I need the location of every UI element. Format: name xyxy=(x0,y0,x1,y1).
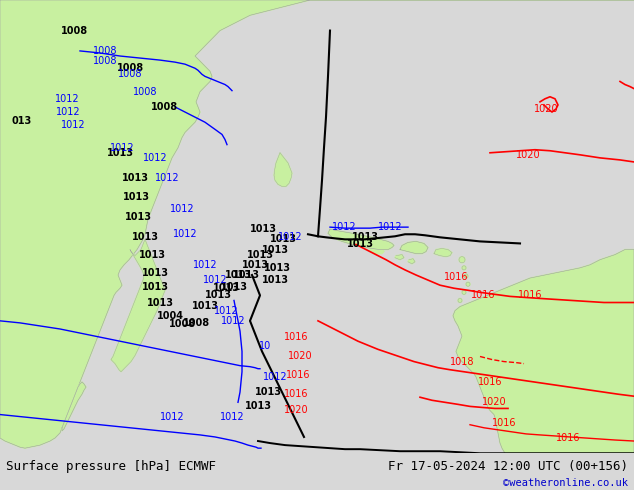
Text: 1012: 1012 xyxy=(170,204,194,214)
Polygon shape xyxy=(400,242,428,254)
Polygon shape xyxy=(408,259,415,264)
Text: 1020: 1020 xyxy=(288,351,313,362)
Text: 1013: 1013 xyxy=(250,224,276,234)
Circle shape xyxy=(462,290,466,294)
Text: 1012: 1012 xyxy=(172,229,197,239)
Text: 1018: 1018 xyxy=(450,357,474,367)
Text: 1013: 1013 xyxy=(122,192,150,201)
Text: 1008: 1008 xyxy=(61,25,89,36)
Polygon shape xyxy=(434,248,452,257)
Text: 1020: 1020 xyxy=(534,104,559,114)
Text: 1012: 1012 xyxy=(110,143,134,153)
Text: 1016: 1016 xyxy=(556,433,580,443)
Text: 1020: 1020 xyxy=(515,150,540,160)
Text: 1013: 1013 xyxy=(146,297,174,308)
Text: 1012: 1012 xyxy=(262,372,287,382)
Text: 1013: 1013 xyxy=(141,282,169,292)
Text: 1012: 1012 xyxy=(55,94,79,104)
Text: 1013: 1013 xyxy=(107,148,134,158)
Polygon shape xyxy=(274,153,292,186)
Text: 1004: 1004 xyxy=(157,311,183,321)
Text: 1016: 1016 xyxy=(444,272,469,282)
Polygon shape xyxy=(370,247,384,254)
Text: 1012: 1012 xyxy=(61,120,86,130)
Polygon shape xyxy=(395,255,404,260)
Text: 1016: 1016 xyxy=(471,291,495,300)
Text: 1016: 1016 xyxy=(284,332,308,342)
Text: 1013: 1013 xyxy=(122,173,148,183)
Text: 1016: 1016 xyxy=(478,377,502,387)
Text: 1008: 1008 xyxy=(169,319,195,329)
Text: 1012: 1012 xyxy=(160,412,184,421)
Text: 1013: 1013 xyxy=(347,240,373,249)
Text: 1012: 1012 xyxy=(220,412,244,421)
Text: 1008: 1008 xyxy=(152,102,179,112)
Text: 1012: 1012 xyxy=(278,232,302,243)
Polygon shape xyxy=(0,0,634,448)
Text: 1013: 1013 xyxy=(264,263,290,273)
Text: 1013: 1013 xyxy=(224,270,252,280)
Text: 1013: 1013 xyxy=(191,300,219,311)
Circle shape xyxy=(458,298,462,302)
Text: 1008: 1008 xyxy=(183,318,210,328)
Text: 1012: 1012 xyxy=(332,222,356,232)
Text: 1013: 1013 xyxy=(245,401,271,412)
Text: 1013: 1013 xyxy=(124,212,152,222)
Text: 1008: 1008 xyxy=(93,56,117,66)
Polygon shape xyxy=(111,239,165,372)
Text: 1008: 1008 xyxy=(93,46,117,56)
Text: Surface pressure [hPa] ECMWF: Surface pressure [hPa] ECMWF xyxy=(6,460,216,473)
Text: 1008: 1008 xyxy=(117,63,143,73)
Circle shape xyxy=(459,257,465,263)
Text: Fr 17-05-2024 12:00 UTC (00+156): Fr 17-05-2024 12:00 UTC (00+156) xyxy=(387,460,628,473)
Text: 1013: 1013 xyxy=(212,283,240,293)
Text: 1013: 1013 xyxy=(261,245,288,254)
Text: 1020: 1020 xyxy=(283,405,308,416)
Text: 1016: 1016 xyxy=(284,389,308,399)
Text: 1016: 1016 xyxy=(492,417,516,428)
Text: 1012: 1012 xyxy=(56,107,81,117)
Text: 1013: 1013 xyxy=(221,282,247,292)
Text: 1012: 1012 xyxy=(221,316,245,326)
Text: 1012: 1012 xyxy=(143,153,167,163)
Text: 10: 10 xyxy=(259,342,271,351)
Circle shape xyxy=(466,282,470,286)
Text: 1013: 1013 xyxy=(247,249,273,260)
Text: 1020: 1020 xyxy=(482,397,507,407)
Text: 1016: 1016 xyxy=(286,370,310,380)
Text: 1012: 1012 xyxy=(203,275,228,285)
Text: 1013: 1013 xyxy=(261,275,288,285)
Text: ©weatheronline.co.uk: ©weatheronline.co.uk xyxy=(503,478,628,488)
Circle shape xyxy=(464,274,468,278)
Text: 1013: 1013 xyxy=(233,270,259,280)
Text: 1013: 1013 xyxy=(138,249,165,260)
Text: 1008: 1008 xyxy=(133,87,157,97)
Text: 1013: 1013 xyxy=(269,234,297,245)
Polygon shape xyxy=(62,382,86,431)
Polygon shape xyxy=(328,229,394,249)
Text: 013: 013 xyxy=(12,116,32,126)
Text: 1012: 1012 xyxy=(378,222,403,232)
Text: 1013: 1013 xyxy=(254,387,281,397)
Text: 1013: 1013 xyxy=(141,268,169,278)
Text: 1016: 1016 xyxy=(518,291,542,300)
Text: 1013: 1013 xyxy=(351,232,378,243)
Text: 1013: 1013 xyxy=(242,260,269,270)
Text: 1012: 1012 xyxy=(193,260,217,270)
Text: 1012: 1012 xyxy=(155,173,179,183)
Circle shape xyxy=(462,266,466,270)
Text: 1013: 1013 xyxy=(205,291,231,300)
Text: 1008: 1008 xyxy=(118,70,142,79)
Text: 1013: 1013 xyxy=(131,232,158,243)
Text: 1012: 1012 xyxy=(214,306,238,316)
Polygon shape xyxy=(453,249,634,453)
